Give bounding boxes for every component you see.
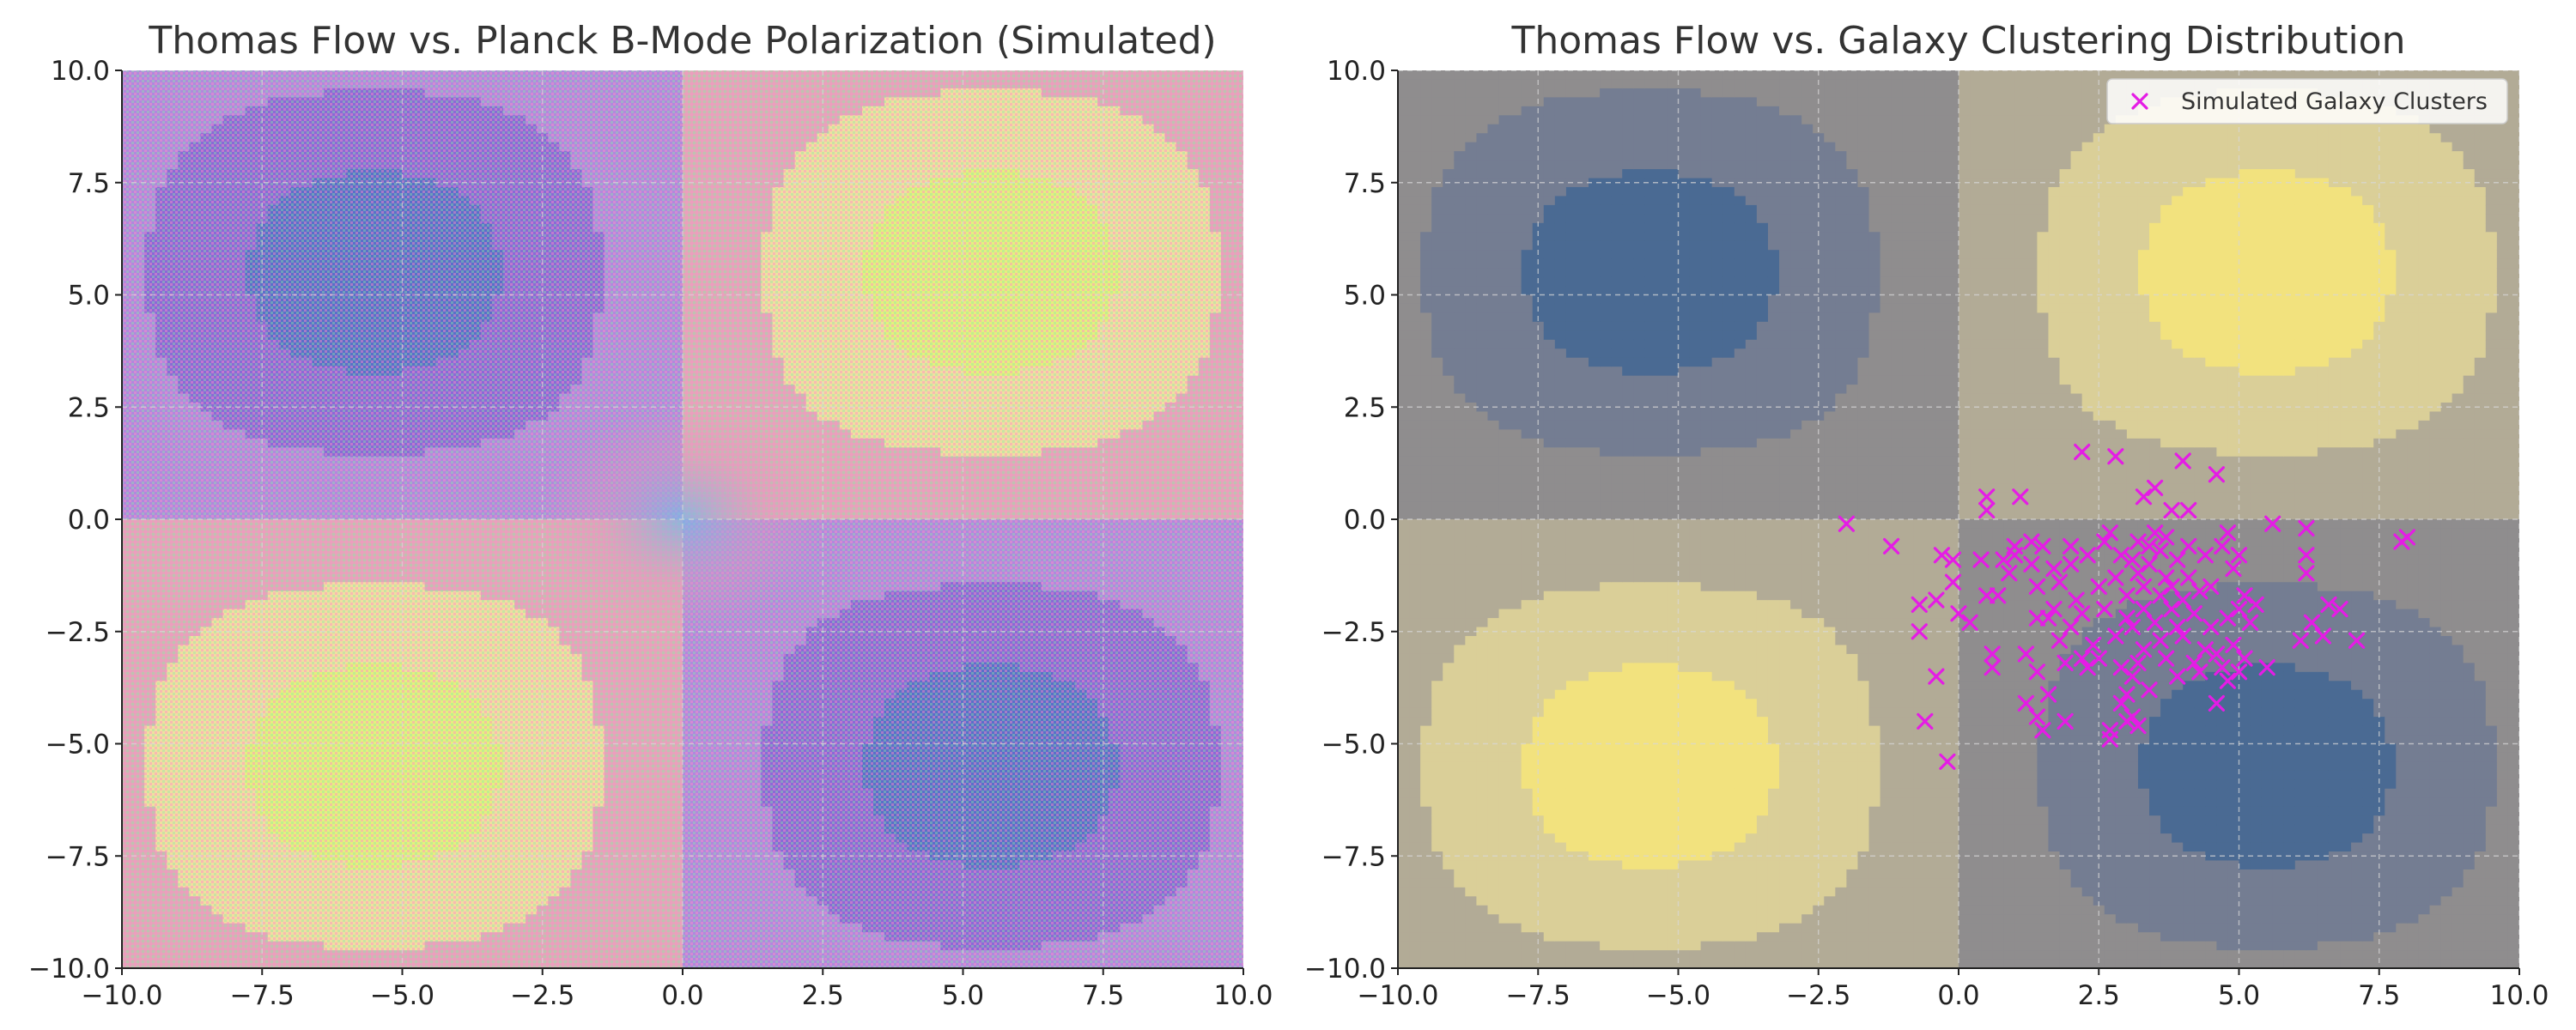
plot-area-left — [122, 70, 1243, 968]
chart-panel-left: Thomas Flow vs. Planck B-Mode Polarizati… — [28, 19, 1273, 1011]
chart-title-left: Thomas Flow vs. Planck B-Mode Polarizati… — [148, 19, 1216, 63]
